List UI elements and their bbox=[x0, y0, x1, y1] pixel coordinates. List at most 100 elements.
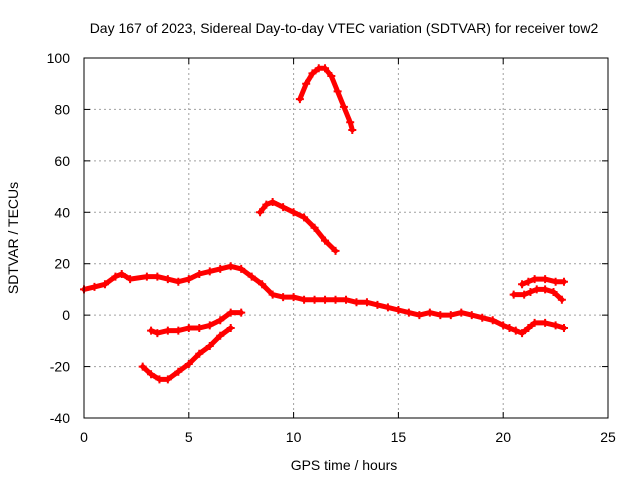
plot-frame bbox=[83, 57, 609, 419]
data-point-marker bbox=[216, 264, 225, 273]
data-point-marker bbox=[532, 285, 541, 294]
data-point-marker bbox=[256, 208, 265, 217]
y-tick-label: 60 bbox=[54, 153, 70, 169]
data-point-marker bbox=[147, 370, 156, 379]
data-point-marker bbox=[153, 329, 162, 338]
data-point-marker bbox=[117, 270, 126, 278]
data-point-marker bbox=[216, 316, 225, 325]
data-point-marker bbox=[404, 308, 413, 317]
data-point-marker bbox=[268, 198, 277, 206]
data-point-marker bbox=[321, 295, 330, 304]
data-point-marker bbox=[268, 290, 277, 299]
data-point-marker bbox=[247, 272, 256, 281]
x-tick-label: 10 bbox=[286, 429, 302, 445]
data-point-marker bbox=[488, 316, 497, 325]
data-point-marker bbox=[300, 295, 309, 304]
data-point-marker bbox=[300, 213, 309, 222]
data-point-marker bbox=[237, 308, 246, 317]
grid bbox=[84, 58, 608, 418]
data-point-marker bbox=[509, 290, 518, 299]
data-point-marker bbox=[295, 95, 304, 104]
data-point-marker bbox=[541, 318, 550, 327]
data-point-marker bbox=[195, 349, 204, 358]
data-point-marker bbox=[153, 272, 162, 281]
y-tick-label: 20 bbox=[54, 256, 70, 272]
x-tick-label: 25 bbox=[600, 429, 616, 445]
data-point-marker bbox=[446, 311, 455, 320]
y-tick-label: -20 bbox=[50, 359, 70, 375]
y-tick-label: 40 bbox=[54, 204, 70, 220]
data-point-marker bbox=[520, 290, 529, 299]
data-point-marker bbox=[205, 321, 214, 330]
data-point-marker bbox=[138, 362, 147, 371]
data-point-marker bbox=[557, 295, 566, 304]
series-line-track-5 bbox=[297, 65, 355, 133]
data-point-marker bbox=[362, 298, 371, 307]
data-point-marker bbox=[226, 324, 235, 332]
data-point-marker bbox=[530, 318, 539, 327]
data-point-marker bbox=[279, 293, 288, 302]
data-point-marker bbox=[342, 295, 350, 304]
data-point-marker bbox=[348, 126, 357, 134]
data-point-marker bbox=[205, 342, 214, 350]
data-point-marker bbox=[518, 280, 527, 289]
data-point-marker bbox=[216, 331, 225, 340]
data-point-marker bbox=[339, 102, 348, 111]
data-point-marker bbox=[289, 293, 298, 302]
data-point-marker bbox=[331, 295, 340, 304]
data-point-marker bbox=[505, 324, 514, 332]
data-point-marker bbox=[163, 275, 172, 284]
data-point-marker bbox=[174, 367, 183, 376]
data-point-marker bbox=[518, 329, 527, 338]
data-point-marker bbox=[524, 277, 533, 286]
x-tick-label: 15 bbox=[391, 429, 407, 445]
data-point-marker bbox=[551, 277, 560, 286]
data-point-marker bbox=[551, 321, 560, 330]
data-point-marker bbox=[147, 326, 156, 335]
data-point-marker bbox=[195, 270, 204, 278]
data-point-marker bbox=[155, 375, 164, 384]
y-axis-label: SDTVAR / TECUs bbox=[5, 182, 21, 294]
series-line-track-3 bbox=[140, 325, 234, 382]
chart-title: Day 167 of 2023, Sidereal Day-to-day VTE… bbox=[90, 20, 599, 36]
data-point-marker bbox=[415, 311, 424, 320]
y-tick-label: 80 bbox=[54, 101, 70, 117]
data-point-marker bbox=[530, 275, 539, 284]
data-point-marker bbox=[262, 200, 271, 209]
data-point-marker bbox=[559, 277, 568, 286]
data-point-marker bbox=[524, 324, 533, 332]
y-tick-label: 0 bbox=[62, 307, 70, 323]
data-point-marker bbox=[302, 79, 311, 88]
data-point-marker bbox=[308, 69, 317, 78]
x-tick-label: 5 bbox=[185, 429, 193, 445]
data-point-marker bbox=[511, 326, 520, 335]
data-point-marker bbox=[279, 203, 288, 212]
data-point-marker bbox=[289, 208, 298, 217]
data-point-marker bbox=[163, 326, 172, 335]
data-point-marker bbox=[111, 272, 120, 281]
data-point-marker bbox=[541, 275, 550, 284]
data-point-marker bbox=[226, 308, 235, 317]
data-point-marker bbox=[100, 280, 109, 289]
data-point-marker bbox=[352, 298, 361, 307]
series-line-track-2 bbox=[148, 310, 244, 336]
x-tick-label: 20 bbox=[495, 429, 511, 445]
series-group bbox=[80, 64, 568, 384]
data-point-marker bbox=[394, 306, 403, 314]
data-point-marker bbox=[541, 285, 550, 294]
data-point-marker bbox=[142, 272, 151, 281]
data-point-marker bbox=[549, 288, 558, 296]
data-point-marker bbox=[310, 295, 319, 304]
data-point-marker bbox=[425, 308, 434, 317]
data-point-marker bbox=[90, 282, 99, 291]
data-point-marker bbox=[478, 313, 487, 322]
data-point-marker bbox=[237, 264, 246, 273]
ticks bbox=[83, 57, 609, 419]
data-point-marker bbox=[310, 223, 319, 232]
data-point-marker bbox=[174, 277, 183, 286]
data-point-marker bbox=[499, 321, 508, 330]
data-point-marker bbox=[467, 311, 476, 320]
data-point-marker bbox=[321, 236, 330, 245]
